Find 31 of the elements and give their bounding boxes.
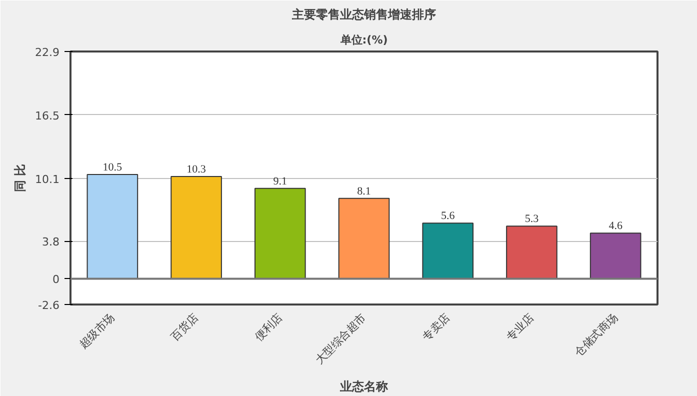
bar	[338, 198, 390, 280]
x-tick-label: 仓储式商场	[572, 310, 620, 359]
y-tick-label: 22.9	[35, 46, 60, 59]
data-label: 5.3	[524, 213, 540, 226]
data-label: 8.1	[357, 185, 371, 198]
x-axis-title: 业态名称	[339, 379, 389, 394]
data-label: 5.6	[440, 210, 456, 222]
y-tick-label: -2.6	[38, 299, 60, 312]
y-tick-label: 16.5	[35, 110, 60, 122]
bar	[86, 174, 138, 280]
x-tick-label: 便利店	[252, 310, 285, 344]
x-tick-label: 大型综合超市	[312, 310, 369, 367]
bar	[590, 232, 642, 280]
y-tick-label: 10.1	[35, 172, 60, 186]
data-label: 9.1	[273, 175, 288, 188]
y-tick-label: 0	[52, 273, 60, 286]
bar	[422, 222, 474, 280]
y-tick-label: 3.8	[42, 236, 60, 248]
x-tick-label: 专业店	[504, 310, 536, 344]
chart-title: 主要零售业态销售增速排序	[291, 8, 436, 22]
chart-subtitle: 单位:(%)	[339, 34, 388, 46]
bar	[170, 176, 222, 280]
bar	[254, 188, 306, 280]
data-label: 10.3	[186, 164, 206, 176]
data-label: 10.5	[102, 162, 123, 174]
y-axis-title: 同 比	[13, 164, 28, 192]
x-tick-label: 百货店	[168, 310, 201, 344]
x-tick-label: 超级市场	[76, 310, 118, 352]
x-tick-label: 专卖店	[420, 310, 452, 344]
bar	[506, 226, 558, 280]
data-label: 4.6	[608, 220, 623, 232]
